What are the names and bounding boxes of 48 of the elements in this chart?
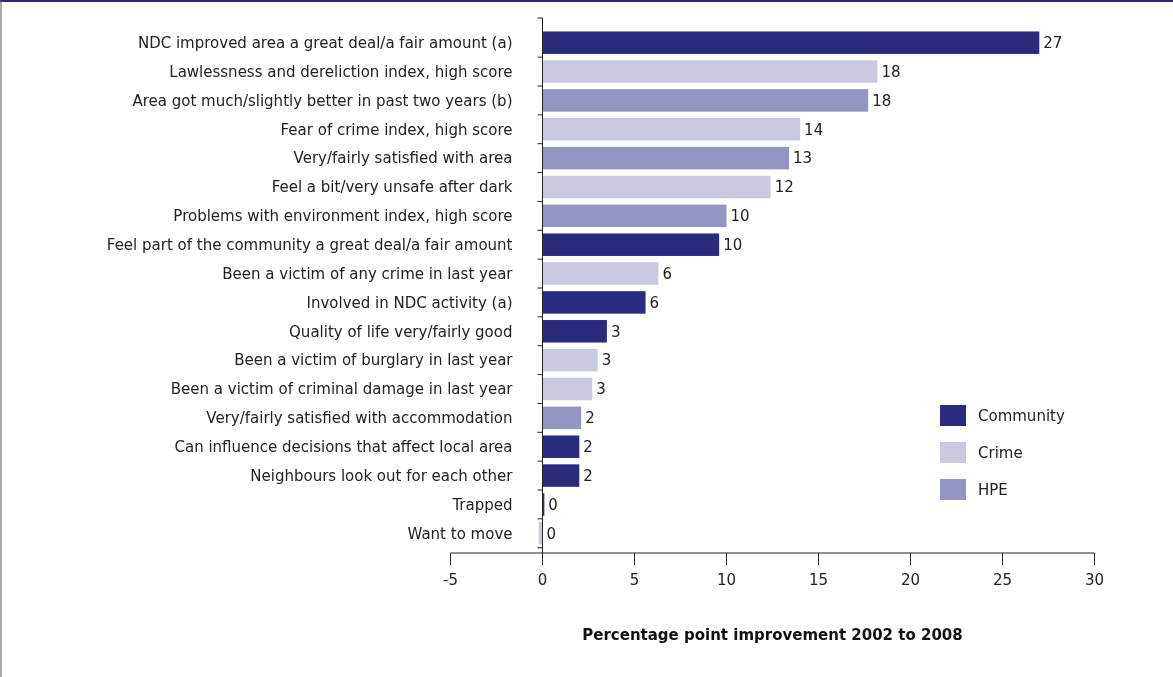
y-tick-label: NDC improved area a great deal/a fair amount (a) [137, 33, 513, 52]
data-label: 18 [872, 91, 892, 110]
x-tick-label: 5 [629, 571, 640, 589]
y-tick-label: Been a victim of any crime in last year [222, 264, 514, 283]
y-tick-label: Area got much/slightly better in past two years (b) [132, 91, 513, 110]
y-tick-label: Been a victim of criminal damage in last year [170, 380, 514, 399]
y-tick-label: Lawlessness and dereliction index, high score [169, 62, 513, 81]
data-label: 10 [730, 207, 750, 226]
legend-label: Crime [978, 443, 1023, 462]
x-tick-label: 20 [900, 571, 921, 589]
y-tick-label: Trapped [451, 495, 513, 514]
legend-label: Community [978, 406, 1065, 425]
y-tick-label: Involved in NDC activity (a) [306, 293, 513, 312]
y-tick-label: Problems with environment index, high score [173, 207, 513, 226]
data-label: 10 [723, 235, 743, 254]
y-tick-label: Fear of crime index, high score [280, 120, 513, 139]
data-label: 3 [596, 380, 606, 399]
data-label: 2 [585, 409, 595, 428]
y-tick-label: Can influence decisions that affect local area [174, 437, 513, 456]
data-label: 2 [583, 466, 593, 485]
y-tick-label: Feel part of the community a great deal/a fair amount [106, 235, 513, 254]
y-tick-label: Neighbours look out for each other [250, 466, 514, 485]
x-tick-label: 15 [808, 571, 829, 589]
x-tick-label: 0 [537, 571, 548, 589]
legend-label: HPE [978, 480, 1008, 499]
data-label: 0 [548, 495, 558, 514]
data-label: 6 [649, 293, 660, 312]
x-axis-title: Percentage point improvement 2002 to 2008 [582, 626, 963, 644]
data-label: 12 [774, 178, 794, 197]
y-tick-label: Very/fairly satisfied with accommodation [206, 409, 513, 428]
x-tick-label: 10 [716, 571, 737, 589]
data-label: 3 [601, 351, 612, 370]
data-label: 13 [793, 149, 813, 168]
x-tick-label: 25 [992, 571, 1013, 589]
y-tick-label: Want to move [407, 524, 513, 543]
x-tick-label: 30 [1084, 571, 1105, 589]
data-label: 6 [662, 264, 672, 283]
y-tick-label: Been a victim of burglary in last year [234, 351, 514, 370]
data-label: 3 [610, 322, 621, 341]
y-tick-label: Very/fairly satisfied with area [293, 149, 513, 168]
data-label: 2 [583, 437, 593, 456]
y-tick-label: Feel a bit/very unsafe after dark [271, 178, 513, 197]
data-label: 0 [546, 524, 557, 543]
data-label: 18 [881, 62, 901, 81]
data-label: 27 [1043, 33, 1063, 52]
x-tick-label: -5 [443, 571, 458, 589]
data-label: 14 [804, 120, 824, 139]
y-tick-label: Quality of life very/fairly good [289, 322, 513, 341]
